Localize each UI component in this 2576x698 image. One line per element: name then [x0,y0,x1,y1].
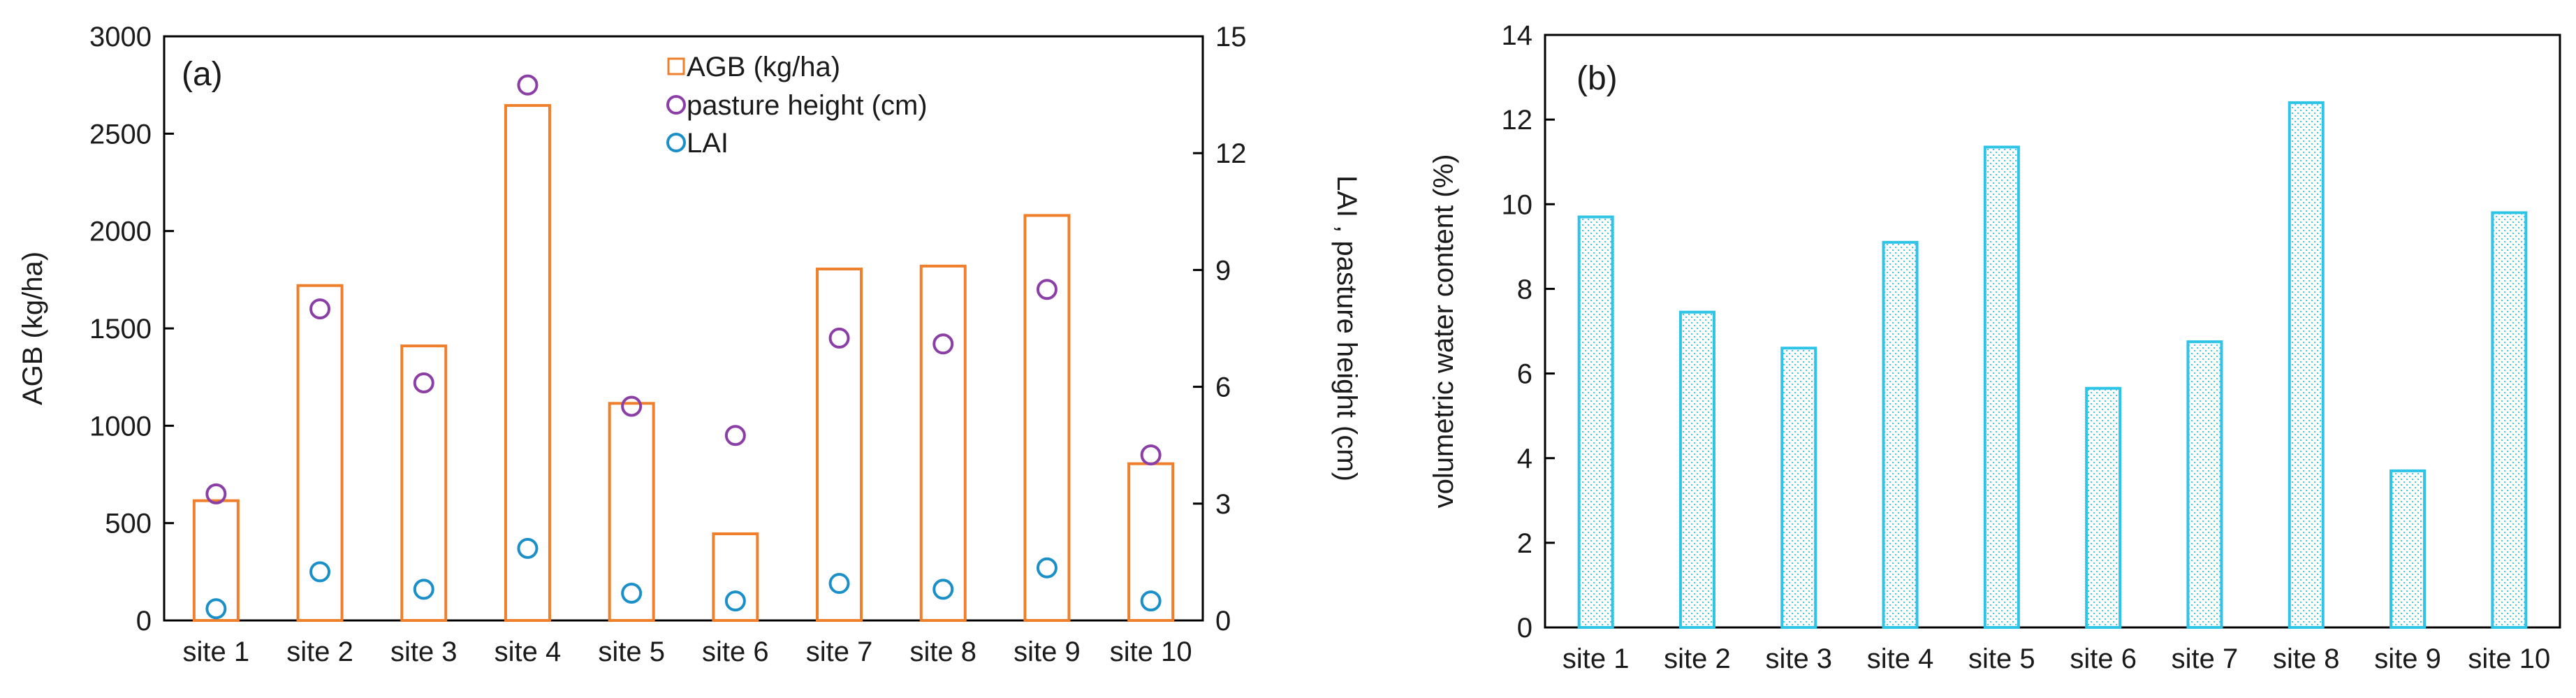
bar-agb [192,499,240,622]
y-tick-label: 3000 [89,22,152,52]
x-tick-label: site 7 [2172,644,2239,674]
y2-tick-label: 3 [1215,489,1231,520]
x-tick-label: site 2 [1664,644,1731,674]
panel-label: (b) [1576,60,1618,97]
y-axis-title: AGB (kg/ha) [17,252,48,405]
point-lai [205,598,227,620]
point-lai [621,582,643,604]
y2-tick-label: 0 [1215,606,1231,637]
legend: AGB (kg/ha) pasture height (cm) LAI [666,52,928,159]
bar-water-content [2491,211,2528,629]
x-tick-label: site 1 [1563,644,1630,674]
x-tick-label: site 4 [1867,644,1934,674]
y-tick-label: 0 [136,606,152,637]
point-pasture-height [621,395,643,417]
x-tick-label: site 9 [1013,637,1081,667]
point-lai [413,579,434,600]
y-axis-title: volumetric water content (%) [1428,154,1459,509]
bar-agb [1127,462,1175,622]
bar-water-content [1780,347,1817,629]
point-pasture-height [309,298,331,320]
y-tick-label: 2500 [89,119,152,150]
bar-agb [919,264,967,622]
x-tick-label: site 1 [183,637,250,667]
y2-tick-label: 12 [1215,138,1247,169]
point-lai [309,561,331,583]
legend-label-agb: AGB (kg/ha) [687,52,840,82]
point-pasture-height [1036,279,1058,300]
x-tick-label: site 2 [286,637,353,667]
y-tick-label: 1500 [89,314,152,344]
bar-water-content [2085,386,2122,629]
bar-agb [608,402,655,623]
point-pasture-height [413,372,434,394]
y-tick-label: 12 [1502,105,1533,136]
panel-label: (a) [182,56,223,93]
y-tick-label: 6 [1517,359,1532,390]
x-tick-label: site 3 [1765,644,1832,674]
x-tick-label: site 5 [1968,644,2035,674]
y-tick-label: 2 [1517,528,1532,559]
legend-swatch-pasture-height [666,95,686,115]
y2-tick-label: 6 [1215,372,1231,403]
bar-agb [1023,214,1071,622]
legend-swatch-lai [666,133,686,152]
point-lai [1036,557,1058,579]
point-pasture-height [828,327,850,349]
y-tick-label: 8 [1517,274,1532,305]
y2-tick-label: 15 [1215,22,1247,52]
bar-agb [712,532,759,623]
point-lai [828,573,850,595]
legend-label-lai: LAI [687,128,729,159]
x-tick-label: site 8 [909,637,976,667]
x-tick-label: site 5 [598,637,665,667]
x-tick-label: site 4 [495,637,562,667]
y-tick-label: 1000 [89,411,152,442]
plot-frame [1544,34,2561,629]
point-pasture-height [1140,444,1162,466]
bar-water-content [1882,240,1919,629]
point-lai [932,579,954,600]
x-tick-label: site 10 [1110,637,1192,667]
bar-water-content [2390,469,2427,630]
y2-axis-title: LAI , pasture height (cm) [1331,175,1362,481]
legend-swatch-agb [667,57,685,75]
x-tick-label: site 6 [702,637,769,667]
bar-water-content [1983,145,2020,629]
y-tick-label: 10 [1502,189,1533,220]
bar-agb [296,284,344,622]
chart-panel-a: 0 500 1000 1500 2000 2500 3000 0 3 6 9 12 15 site 1… [17,22,1362,667]
point-lai [517,537,539,559]
bar-water-content [2186,340,2223,629]
x-tick-label: site 8 [2273,644,2340,674]
bar-water-content [1577,215,1614,629]
chart-panel-b: 0 2 4 6 8 10 12 14 site 1 site 2 site 3 site 4 site… [1428,20,2561,674]
legend-label-pasture-height: pasture height (cm) [687,90,928,121]
x-tick-label: site 9 [2374,644,2441,674]
x-tick-label: site 7 [806,637,873,667]
y-tick-label: 14 [1502,20,1533,51]
y-tick-label: 4 [1517,444,1532,474]
x-tick-label: site 10 [2468,644,2550,674]
x-tick-label: site 3 [390,637,458,667]
bar-water-content [2288,101,2325,629]
bar-agb [504,103,551,622]
point-lai [724,590,746,612]
bar-water-content [1678,310,1715,629]
y-tick-label: 2000 [89,217,152,247]
bar-agb [816,268,863,622]
point-lai [1140,590,1162,612]
point-pasture-height [932,333,954,355]
x-tick-label: site 6 [2070,644,2137,674]
point-pasture-height [517,74,539,96]
y-tick-label: 500 [105,509,152,539]
y-tick-label: 0 [1517,613,1532,644]
point-pasture-height [724,425,746,446]
point-pasture-height [205,483,227,504]
y2-tick-label: 9 [1215,255,1231,286]
